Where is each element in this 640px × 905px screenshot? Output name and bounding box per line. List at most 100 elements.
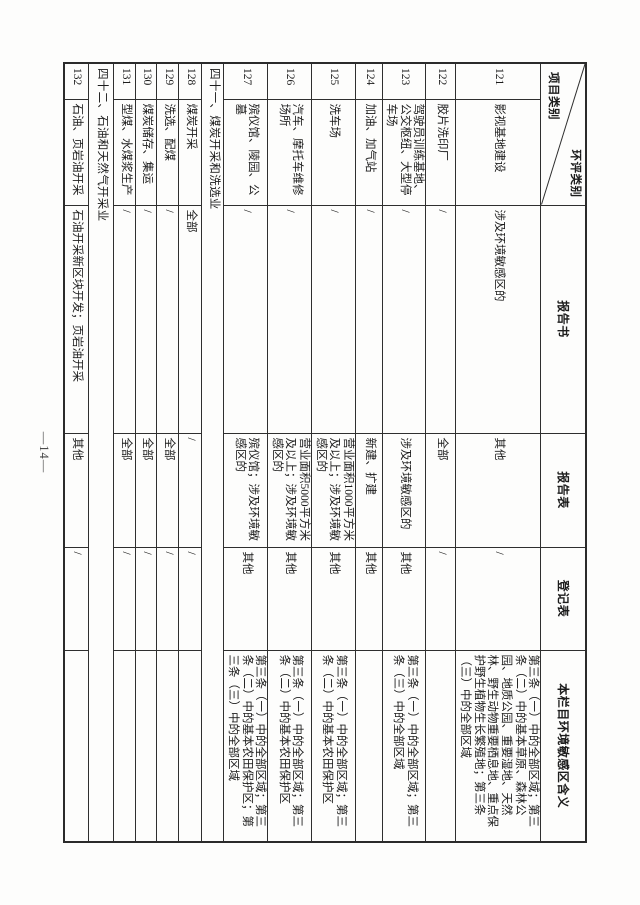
cell-item-number: 121 xyxy=(456,63,541,99)
table-row: 123 驾驶员训练基地、公交枢纽、大型停车场 / 涉及环境敏感区的 其他 第三条（一）中的… xyxy=(382,63,426,842)
cell-sensitive-area-meaning: 第三条（一）中的全部区域；第三条（二）中的基本草原、森林公园、地质公园、重要湿地… xyxy=(456,650,541,842)
cell-sensitive-area-meaning xyxy=(178,650,202,842)
cell-project-name: 型煤、水煤浆生产 xyxy=(113,99,136,205)
cell-report-form: / xyxy=(178,433,202,547)
cell-report-form: 营业面积5000平方米及以上；涉及环境敏感区的 xyxy=(267,433,312,547)
cell-report-form: 其他 xyxy=(63,433,89,547)
cell-report-book: / xyxy=(113,205,136,433)
section-row: 四十二、石油和天然气开采业 xyxy=(88,63,114,842)
cell-report-book: / xyxy=(382,205,426,433)
cell-report-form: 其他 xyxy=(456,433,541,547)
cell-item-number: 129 xyxy=(156,63,179,99)
cell-report-book: 石油开采新区块开发；页岩油开采 xyxy=(63,205,89,433)
table-row: 121 影视基地建设 涉及环境敏感区的 其他 / 第三条（一）中的全部区域；第三条（二）中… xyxy=(456,63,541,842)
cell-report-book: / xyxy=(223,205,268,433)
page-number: —14— xyxy=(37,431,51,474)
cell-project-name: 石油、页岩油开采 xyxy=(63,99,89,205)
cell-report-form: 全部 xyxy=(113,433,136,547)
table-row: 131 型煤、水煤浆生产 / 全部 / xyxy=(113,63,136,842)
cell-report-book: / xyxy=(267,205,312,433)
cell-item-number: 126 xyxy=(267,63,312,99)
cell-registration-form: 其他 xyxy=(382,547,426,650)
cell-item-number: 125 xyxy=(311,63,356,99)
cell-registration-form: / xyxy=(135,547,157,650)
cell-project-name: 洗车场 xyxy=(311,99,356,205)
table-body: 121 影视基地建设 涉及环境敏感区的 其他 / 第三条（一）中的全部区域；第三条（二）中… xyxy=(63,63,541,842)
table-row: 130 煤炭储存、集运 / 全部 / xyxy=(135,63,157,842)
cell-sensitive-area-meaning: 第三条（一）中的全部区域；第三条（三）中的全部区域 xyxy=(382,650,426,842)
column-axis-label: 环评类别 xyxy=(569,149,581,198)
cell-project-name: 影视基地建设 xyxy=(456,99,541,205)
section-row: 四十一、煤炭开采和洗选业 xyxy=(201,63,224,842)
table-row: 127 殡仪馆、陵园、公墓 / 殡仪馆；涉及环境敏感区的 其他 第三条（一）中的全部区域；… xyxy=(223,63,268,842)
eia-classification-table: 环评类别 项目类别 报告书 报告表 登记表 本栏目环境敏感区含义 121 影视基地… xyxy=(62,62,587,843)
row-axis-label: 项目类别 xyxy=(547,72,560,120)
cell-sensitive-area-meaning xyxy=(355,650,383,842)
cell-item-number: 132 xyxy=(63,63,89,99)
cell-report-form: 全部 xyxy=(135,433,157,547)
cell-item-number: 131 xyxy=(113,63,136,99)
cell-report-form: 殡仪馆；涉及环境敏感区的 xyxy=(223,433,268,547)
cell-registration-form: / xyxy=(113,547,136,650)
header-registration-form: 登记表 xyxy=(541,547,586,650)
header-row: 环评类别 项目类别 报告书 报告表 登记表 本栏目环境敏感区含义 xyxy=(541,63,586,842)
cell-report-form: 营业面积1000平方米及以上；涉及环境敏感区的 xyxy=(311,433,356,547)
cell-project-name: 胶片洗印厂 xyxy=(426,99,456,205)
section-label: 四十一、煤炭开采和洗选业 xyxy=(201,63,224,842)
cell-registration-form: / xyxy=(63,547,89,650)
cell-item-number: 128 xyxy=(178,63,202,99)
cell-report-form: 全部 xyxy=(426,433,456,547)
cell-item-number: 123 xyxy=(382,63,426,99)
table-row: 129 洗选、配煤 / 全部 / xyxy=(156,63,179,842)
table-row: 132 石油、页岩油开采 石油开采新区块开发；页岩油开采 其他 / xyxy=(63,63,89,842)
cell-registration-form: 其他 xyxy=(267,547,312,650)
cell-project-name: 驾驶员训练基地、公交枢纽、大型停车场 xyxy=(382,99,426,205)
cell-report-form: 新建、扩建 xyxy=(355,433,383,547)
table-row: 126 汽车、摩托车维修场所 / 营业面积5000平方米及以上；涉及环境敏感区的 其他第… xyxy=(267,63,312,842)
header-report-form: 报告表 xyxy=(541,433,586,547)
corner-header-cell: 环评类别 项目类别 xyxy=(541,63,586,205)
cell-project-name: 洗选、配煤 xyxy=(156,99,179,205)
cell-registration-form: 其他 xyxy=(223,547,268,650)
cell-report-book: / xyxy=(355,205,383,433)
cell-sensitive-area-meaning xyxy=(135,650,157,842)
cell-item-number: 127 xyxy=(223,63,268,99)
cell-registration-form: / xyxy=(456,547,541,650)
cell-sensitive-area-meaning xyxy=(113,650,136,842)
cell-sensitive-area-meaning: 第三条（一）中的全部区域；第三条（二）中的基本农田保护区；第三条（三）中的全部区… xyxy=(223,650,268,842)
diagonal-divider-line xyxy=(542,64,586,205)
table-row: 124 加油、加气站 / 新建、扩建 其他 xyxy=(355,63,383,842)
section-label: 四十二、石油和天然气开采业 xyxy=(88,63,114,842)
cell-report-book: 全部 xyxy=(178,205,202,433)
table-row: 125 洗车场 / 营业面积1000平方米及以上；涉及环境敏感区的 其他 第三条（一）中的… xyxy=(311,63,356,842)
cell-project-name: 煤炭储存、集运 xyxy=(135,99,157,205)
cell-report-book: / xyxy=(135,205,157,433)
cell-sensitive-area-meaning xyxy=(426,650,456,842)
cell-project-name: 加油、加气站 xyxy=(355,99,383,205)
cell-project-name: 殡仪馆、陵园、公墓 xyxy=(223,99,268,205)
cell-registration-form: 其他 xyxy=(311,547,356,650)
cell-report-form: 涉及环境敏感区的 xyxy=(382,433,426,547)
table-row: 128 煤炭开采 全部 / / xyxy=(178,63,202,842)
cell-item-number: 124 xyxy=(355,63,383,99)
header-sensitive-area-meaning: 本栏目环境敏感区含义 xyxy=(541,650,586,842)
cell-item-number: 130 xyxy=(135,63,157,99)
cell-sensitive-area-meaning: 第三条（一）中的全部区域；第三条（二）中的基本农田保护区 xyxy=(267,650,312,842)
cell-registration-form: / xyxy=(178,547,202,650)
cell-report-book: 涉及环境敏感区的 xyxy=(456,205,541,433)
header-report-book: 报告书 xyxy=(541,205,586,433)
cell-registration-form: 其他 xyxy=(355,547,383,650)
table-row: 122 胶片洗印厂 / 全部 / xyxy=(426,63,456,842)
cell-report-book: / xyxy=(311,205,356,433)
cell-project-name: 煤炭开采 xyxy=(178,99,202,205)
cell-sensitive-area-meaning: 第三条（一）中的全部区域；第三条（二）中的基本农田保护区 xyxy=(311,650,356,842)
cell-sensitive-area-meaning xyxy=(63,650,89,842)
cell-sensitive-area-meaning xyxy=(156,650,179,842)
cell-registration-form: / xyxy=(156,547,179,650)
cell-registration-form: / xyxy=(426,547,456,650)
cell-item-number: 122 xyxy=(426,63,456,99)
cell-project-name: 汽车、摩托车维修场所 xyxy=(267,99,312,205)
cell-report-book: / xyxy=(156,205,179,433)
cell-report-book: / xyxy=(426,205,456,433)
